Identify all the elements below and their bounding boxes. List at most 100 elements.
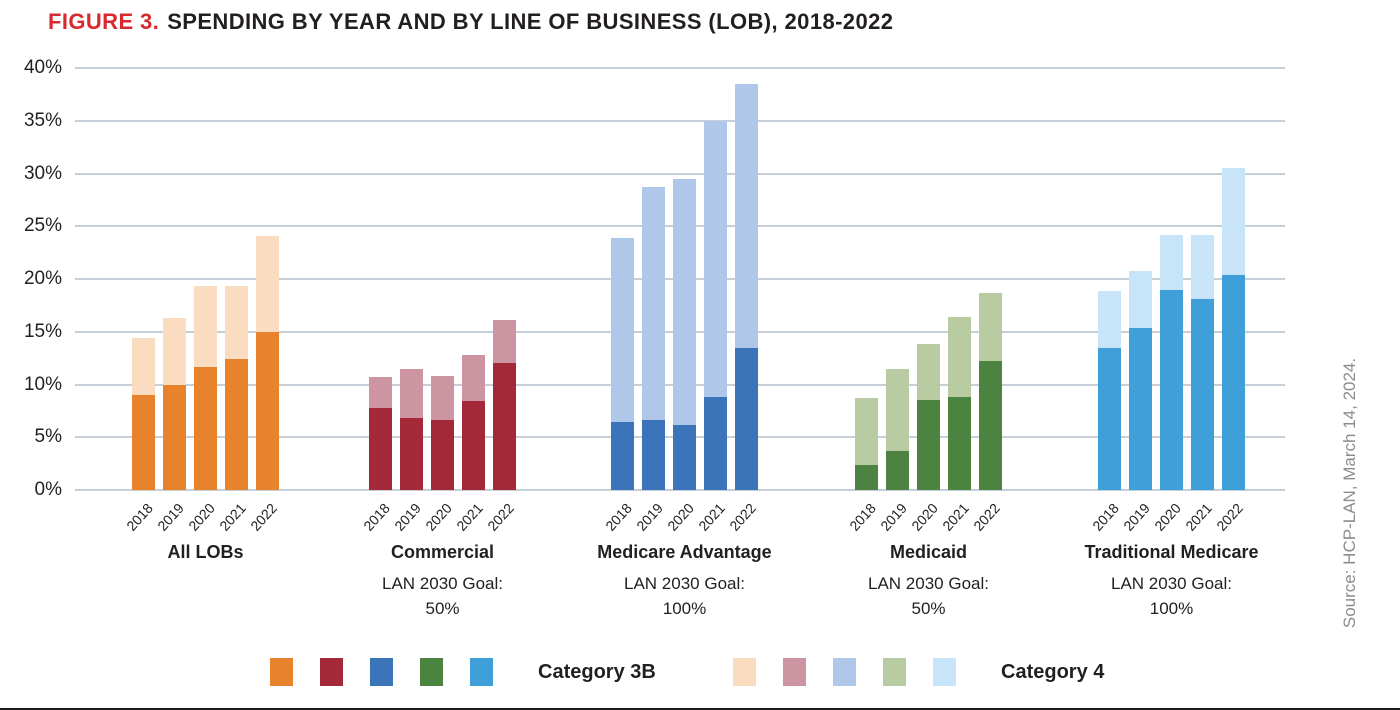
caption-medicare-advantage: Medicare Advantage LAN 2030 Goal: 100% bbox=[570, 541, 800, 621]
segment-category-3b bbox=[256, 331, 279, 490]
y-tick-0%: 0% bbox=[34, 479, 62, 500]
segment-category-3b bbox=[673, 424, 696, 490]
bar-group-traditional-medicare bbox=[1098, 68, 1245, 490]
segment-category-4 bbox=[462, 354, 485, 402]
legend-category-3b-label: Category 3B bbox=[538, 660, 656, 683]
group-label: Medicaid bbox=[889, 542, 968, 562]
segment-category-3b bbox=[886, 450, 909, 490]
y-tick-10%: 10% bbox=[23, 373, 62, 395]
lan-goal-label: LAN 2030 Goal: bbox=[624, 574, 745, 593]
segment-category-3b bbox=[948, 397, 971, 490]
segment-category-3b bbox=[1191, 299, 1214, 490]
segment-category-4 bbox=[948, 317, 971, 398]
segment-category-4 bbox=[611, 237, 634, 423]
segment-category-4 bbox=[1191, 234, 1214, 300]
segment-category-4 bbox=[163, 318, 186, 385]
segment-category-3b bbox=[132, 395, 155, 490]
y-tick-15%: 15% bbox=[23, 320, 62, 342]
legend-swatch-category-4 bbox=[733, 658, 756, 686]
y-tick-25%: 25% bbox=[23, 215, 62, 237]
group-label: Commercial bbox=[390, 542, 495, 562]
figure-title-text: SPENDING BY YEAR AND BY LINE OF BUSINESS… bbox=[167, 9, 894, 34]
lan-goal-label: LAN 2030 Goal: bbox=[868, 574, 989, 593]
bar-2021 bbox=[225, 286, 248, 490]
segment-category-4 bbox=[132, 338, 155, 396]
segment-category-4 bbox=[855, 398, 878, 465]
bar-2019 bbox=[642, 187, 665, 490]
legend-category-4-label: Category 4 bbox=[1001, 660, 1105, 683]
group-label: All LOBs bbox=[167, 542, 244, 562]
segment-category-3b bbox=[225, 359, 248, 490]
bar-group-medicare-advantage bbox=[611, 68, 758, 490]
bar-2020 bbox=[1160, 234, 1183, 490]
legend-swatch-category-4 bbox=[833, 658, 856, 686]
segment-category-3b bbox=[855, 464, 878, 490]
group-label: Traditional Medicare bbox=[1084, 542, 1259, 562]
segment-category-4 bbox=[1222, 168, 1245, 275]
segment-category-4 bbox=[369, 377, 392, 408]
bar-2018 bbox=[369, 377, 392, 490]
segment-category-3b bbox=[1160, 289, 1183, 490]
bar-2021 bbox=[948, 317, 971, 490]
figure-title: FIGURE 3. SPENDING BY YEAR AND BY LINE OF… bbox=[48, 9, 893, 35]
bar-2022 bbox=[735, 83, 758, 490]
caption-medicaid: Medicaid LAN 2030 Goal: 50% bbox=[814, 541, 1044, 621]
figure-number-label: FIGURE 3. bbox=[48, 9, 160, 34]
segment-category-4 bbox=[642, 187, 665, 421]
bar-2022 bbox=[979, 292, 1002, 490]
segment-category-4 bbox=[735, 83, 758, 348]
lan-goal-value: 50% bbox=[425, 599, 460, 618]
segment-category-3b bbox=[704, 397, 727, 490]
segment-category-4 bbox=[225, 286, 248, 360]
y-tick-30%: 30% bbox=[23, 162, 62, 184]
y-tick-40%: 40% bbox=[23, 57, 62, 78]
segment-category-3b bbox=[642, 420, 665, 490]
bar-2018 bbox=[611, 237, 634, 490]
legend-swatch-category-3b bbox=[470, 658, 493, 686]
bar-2018 bbox=[132, 338, 155, 490]
y-tick-20%: 20% bbox=[23, 268, 62, 289]
segment-category-3b bbox=[1098, 347, 1121, 490]
segment-category-3b bbox=[611, 422, 634, 490]
bar-2018 bbox=[855, 398, 878, 490]
segment-category-4 bbox=[704, 120, 727, 398]
bar-2021 bbox=[1191, 234, 1214, 490]
segment-category-3b bbox=[979, 361, 1002, 490]
segment-category-4 bbox=[1160, 234, 1183, 290]
legend-swatch-category-3b bbox=[320, 658, 343, 686]
segment-category-3b bbox=[400, 418, 423, 490]
bar-2021 bbox=[462, 354, 485, 490]
lan-goal-value: 100% bbox=[662, 599, 707, 618]
segment-category-4 bbox=[1129, 270, 1152, 328]
bar-2019 bbox=[1129, 270, 1152, 490]
gridline-40% bbox=[75, 67, 1285, 69]
bar-2019 bbox=[163, 318, 186, 490]
bar-group-all-lobs bbox=[132, 68, 279, 490]
segment-category-4 bbox=[979, 292, 1002, 362]
bottom-divider bbox=[0, 708, 1400, 710]
segment-category-4 bbox=[400, 368, 423, 419]
segment-category-3b bbox=[1129, 327, 1152, 490]
legend-swatch-category-4 bbox=[883, 658, 906, 686]
segment-category-3b bbox=[369, 407, 392, 490]
plot-area bbox=[75, 67, 1285, 491]
bar-2022 bbox=[1222, 168, 1245, 490]
legend-swatch-category-3b bbox=[370, 658, 393, 686]
segment-category-4 bbox=[917, 344, 940, 401]
segment-category-4 bbox=[886, 368, 909, 451]
gridline-30% bbox=[75, 172, 1285, 175]
segment-category-3b bbox=[493, 363, 516, 490]
caption-traditional-medicare: Traditional Medicare LAN 2030 Goal: 100% bbox=[1057, 541, 1287, 621]
legend-swatch-category-3b bbox=[420, 658, 443, 686]
segment-category-3b bbox=[462, 401, 485, 490]
segment-category-3b bbox=[917, 400, 940, 490]
segment-category-4 bbox=[673, 178, 696, 425]
bar-2020 bbox=[431, 376, 454, 490]
segment-category-4 bbox=[256, 235, 279, 332]
bar-2022 bbox=[493, 320, 516, 490]
bar-group-medicaid bbox=[855, 68, 1002, 490]
bar-2021 bbox=[704, 120, 727, 490]
segment-category-4 bbox=[1098, 290, 1121, 348]
legend-swatch-category-4 bbox=[933, 658, 956, 686]
